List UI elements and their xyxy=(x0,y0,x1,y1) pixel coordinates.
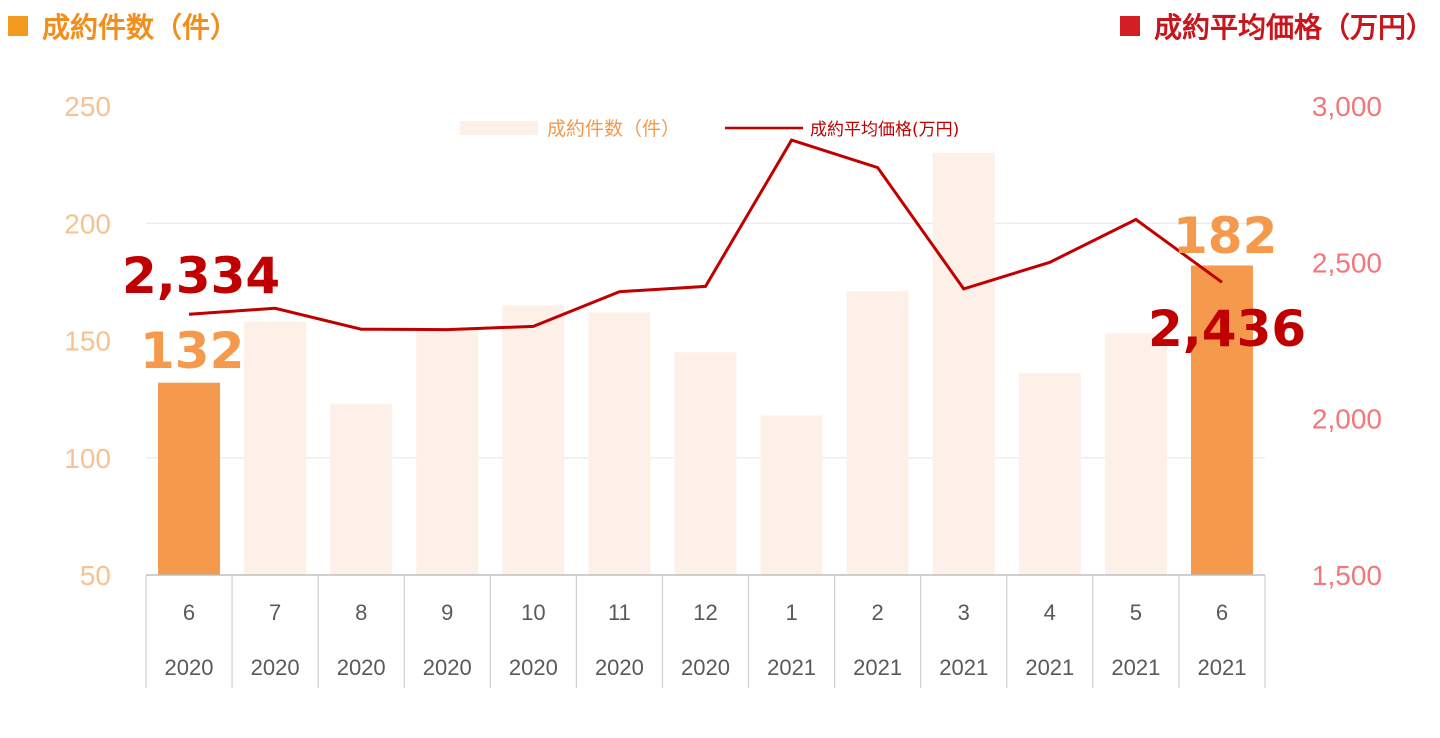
right-tick-label: 1,500 xyxy=(1312,560,1382,591)
category-month: 4 xyxy=(1044,600,1056,625)
count-bar xyxy=(330,403,393,575)
category-year: 2020 xyxy=(251,655,300,680)
count-bar xyxy=(1104,333,1167,575)
category-year: 2020 xyxy=(423,655,472,680)
count-bar xyxy=(158,382,221,575)
category-year: 2021 xyxy=(1197,655,1246,680)
category-year: 2020 xyxy=(337,655,386,680)
count-bar xyxy=(502,305,565,575)
category-month: 6 xyxy=(1216,600,1228,625)
category-year: 2020 xyxy=(165,655,214,680)
right-tick-label: 2,500 xyxy=(1312,247,1382,278)
left-tick-label: 150 xyxy=(64,326,111,357)
category-month: 9 xyxy=(441,600,453,625)
count-bar xyxy=(416,328,479,575)
category-month: 1 xyxy=(785,600,797,625)
price-first-label: 2,334 xyxy=(122,247,280,305)
left-tick-label: 50 xyxy=(80,560,111,591)
category-month: 12 xyxy=(693,600,717,625)
category-month: 6 xyxy=(183,600,195,625)
count-bars xyxy=(158,152,1253,575)
right-axis-title-text: 成約平均価格（万円） xyxy=(1153,11,1434,44)
right-tick-label: 2,000 xyxy=(1312,404,1382,435)
category-month: 7 xyxy=(269,600,281,625)
legend-count-label: 成約件数（件） xyxy=(547,118,680,140)
left-tick-label: 200 xyxy=(64,208,111,239)
left-tick-label: 250 xyxy=(64,91,111,122)
left-axis-ticks: 50 100 150 200 250 xyxy=(64,91,111,591)
price-line xyxy=(188,138,1223,332)
category-month: 3 xyxy=(958,600,970,625)
right-axis-ticks: 1,500 2,000 2,500 3,000 xyxy=(1312,91,1382,591)
legend-count-swatch xyxy=(460,121,538,135)
left-tick-label: 100 xyxy=(64,443,111,474)
count-bar xyxy=(1018,373,1081,575)
category-month: 11 xyxy=(608,600,631,625)
left-axis-title-text: 成約件数（件） xyxy=(42,11,239,44)
category-year: 2021 xyxy=(939,655,988,680)
count-first-label: 132 xyxy=(140,322,244,380)
category-year: 2021 xyxy=(1025,655,1074,680)
right-tick-label: 3,000 xyxy=(1312,91,1382,122)
category-table: 6202072020820209202010202011202012202012… xyxy=(145,574,1266,688)
category-year: 2020 xyxy=(509,655,558,680)
orange-square-icon xyxy=(8,16,28,36)
category-month: 5 xyxy=(1130,600,1142,625)
legend-price-label: 成約平均価格(万円) xyxy=(810,120,959,140)
count-last-label: 182 xyxy=(1173,207,1277,265)
category-month: 2 xyxy=(872,600,884,625)
count-bar xyxy=(846,291,909,575)
count-bar xyxy=(244,321,307,575)
category-year: 2020 xyxy=(595,655,644,680)
count-bar xyxy=(760,415,823,575)
right-axis-title: 成約平均価格（万円） xyxy=(1119,6,1434,46)
count-bar xyxy=(1190,265,1253,575)
price-last-label: 2,436 xyxy=(1148,300,1306,358)
category-month: 10 xyxy=(521,600,545,625)
category-year: 2021 xyxy=(767,655,816,680)
category-year: 2021 xyxy=(853,655,902,680)
count-bar xyxy=(674,352,737,575)
red-square-icon xyxy=(1119,16,1140,36)
count-bar xyxy=(588,312,651,575)
legend: 成約件数（件） 成約平均価格(万円) xyxy=(460,118,959,140)
price-line-series xyxy=(188,138,1223,332)
category-year: 2020 xyxy=(681,655,730,680)
category-year: 2021 xyxy=(1111,655,1160,680)
category-month: 8 xyxy=(355,600,367,625)
count-bar xyxy=(932,152,995,575)
left-axis-title: 成約件数（件） xyxy=(8,6,238,46)
